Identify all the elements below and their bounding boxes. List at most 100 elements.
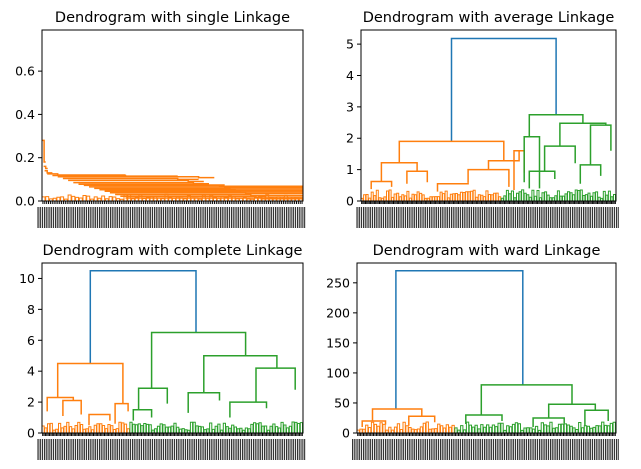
leaf-branch	[606, 425, 611, 433]
leaf-branch	[494, 426, 498, 433]
leaf-branch	[228, 427, 232, 433]
dendrogram-link	[52, 174, 178, 177]
leaf-branch	[583, 425, 588, 433]
leaf-branch	[449, 193, 453, 201]
leaf-branch	[206, 428, 210, 433]
y-tick-label: 0	[346, 194, 354, 209]
y-tick-label: 0	[27, 426, 35, 441]
leaf-branch	[71, 195, 76, 201]
leaf-branch	[44, 427, 48, 433]
leaf-branch	[383, 196, 387, 201]
leaf-branch	[408, 427, 412, 433]
leaf-branch	[454, 427, 458, 433]
dendrogram-link	[57, 176, 215, 179]
chart-panel-2: 0 1 2 3 4 5 Dendrogram with average Linkage	[346, 10, 619, 228]
leaf-branch	[77, 421, 81, 433]
leaf-branch	[181, 428, 185, 433]
dendrogram-link	[559, 122, 607, 147]
leaf-branch	[431, 196, 435, 201]
dendrogram-link	[465, 414, 503, 424]
leaf-branch	[425, 421, 429, 433]
leaf-branch	[422, 422, 426, 433]
leaf-branch	[49, 422, 53, 433]
leaf-branch	[582, 195, 586, 201]
leaf-branch	[294, 421, 298, 433]
leaf-branch	[104, 428, 108, 433]
leaf-branch	[145, 423, 150, 433]
leaf-branch	[574, 189, 578, 201]
leaf-branch	[434, 428, 438, 433]
dendrogram-link	[42, 139, 46, 163]
leaf-branch	[520, 429, 524, 433]
leaf-branch	[414, 429, 418, 433]
dendrogram-link	[398, 140, 505, 163]
leaf-branch	[544, 191, 548, 201]
leaf-branch	[451, 424, 455, 433]
leaf-branch	[514, 422, 519, 433]
leaf-branch	[165, 426, 169, 433]
leaf-branch	[454, 193, 458, 201]
leaf-branch	[391, 196, 395, 201]
leaf-branch	[526, 194, 530, 201]
leaf-branch	[370, 191, 374, 201]
dendrogram-link	[395, 270, 524, 409]
dendrogram-link	[487, 150, 520, 170]
leaf-branch	[521, 189, 525, 201]
leaf-branch	[393, 193, 397, 201]
leaf-branch	[376, 425, 380, 433]
leaf-branch	[162, 424, 166, 433]
leaf-branch	[465, 191, 469, 201]
y-tick-label: 2	[27, 395, 35, 410]
dendrogram-link	[46, 396, 75, 412]
leaf-branch	[60, 196, 65, 201]
leaf-branch	[173, 422, 177, 433]
leaf-branch	[132, 423, 136, 433]
leaf-branch	[500, 422, 504, 433]
leaf-branch	[74, 425, 78, 433]
leaf-branch	[49, 198, 53, 201]
leaf-branch	[460, 425, 464, 433]
leaf-branch	[416, 191, 420, 201]
leaf-branch	[154, 428, 158, 433]
leaf-branch	[598, 425, 602, 433]
leaf-branch	[148, 424, 152, 433]
leaf-branch	[160, 198, 165, 201]
leaf-branch	[118, 421, 122, 433]
leaf-branch	[375, 189, 379, 201]
leaf-branch	[264, 425, 268, 433]
leaf-branch	[288, 425, 292, 433]
leaf-branch	[209, 422, 213, 433]
dendrogram-link	[523, 135, 541, 189]
leaf-branch	[275, 426, 279, 433]
leaf-branch	[584, 194, 588, 201]
leaf-branch	[607, 190, 611, 201]
leaf-branch	[58, 422, 62, 433]
leaf-branch	[595, 191, 599, 201]
leaf-branch	[434, 196, 438, 201]
axes-frame	[356, 262, 617, 434]
leaf-branch	[419, 426, 424, 433]
leaf-branch	[192, 421, 196, 433]
leaf-branch	[537, 429, 542, 433]
leaf-branch	[121, 422, 125, 433]
leaf-branch	[157, 197, 162, 201]
leaf-branch	[104, 198, 109, 201]
leaf-branch	[82, 428, 86, 433]
leaf-branch	[268, 197, 273, 201]
leaf-branch	[115, 428, 119, 433]
y-tick-label: 1	[346, 162, 354, 177]
leaf-branch	[168, 196, 173, 201]
leaf-branch	[205, 197, 210, 201]
leaf-branch	[555, 427, 559, 433]
leaf-branch	[600, 197, 604, 201]
leaf-branch	[579, 189, 583, 201]
leaf-branch	[97, 197, 102, 201]
leaf-branch	[86, 195, 91, 201]
leaf-branch	[506, 425, 510, 433]
y-tick-label: 10	[19, 271, 35, 286]
leaf-branch	[533, 195, 537, 201]
leaf-branch	[581, 427, 585, 433]
leaf-branch	[508, 193, 512, 201]
leaf-branch	[99, 423, 103, 433]
leaf-branch	[572, 194, 576, 201]
